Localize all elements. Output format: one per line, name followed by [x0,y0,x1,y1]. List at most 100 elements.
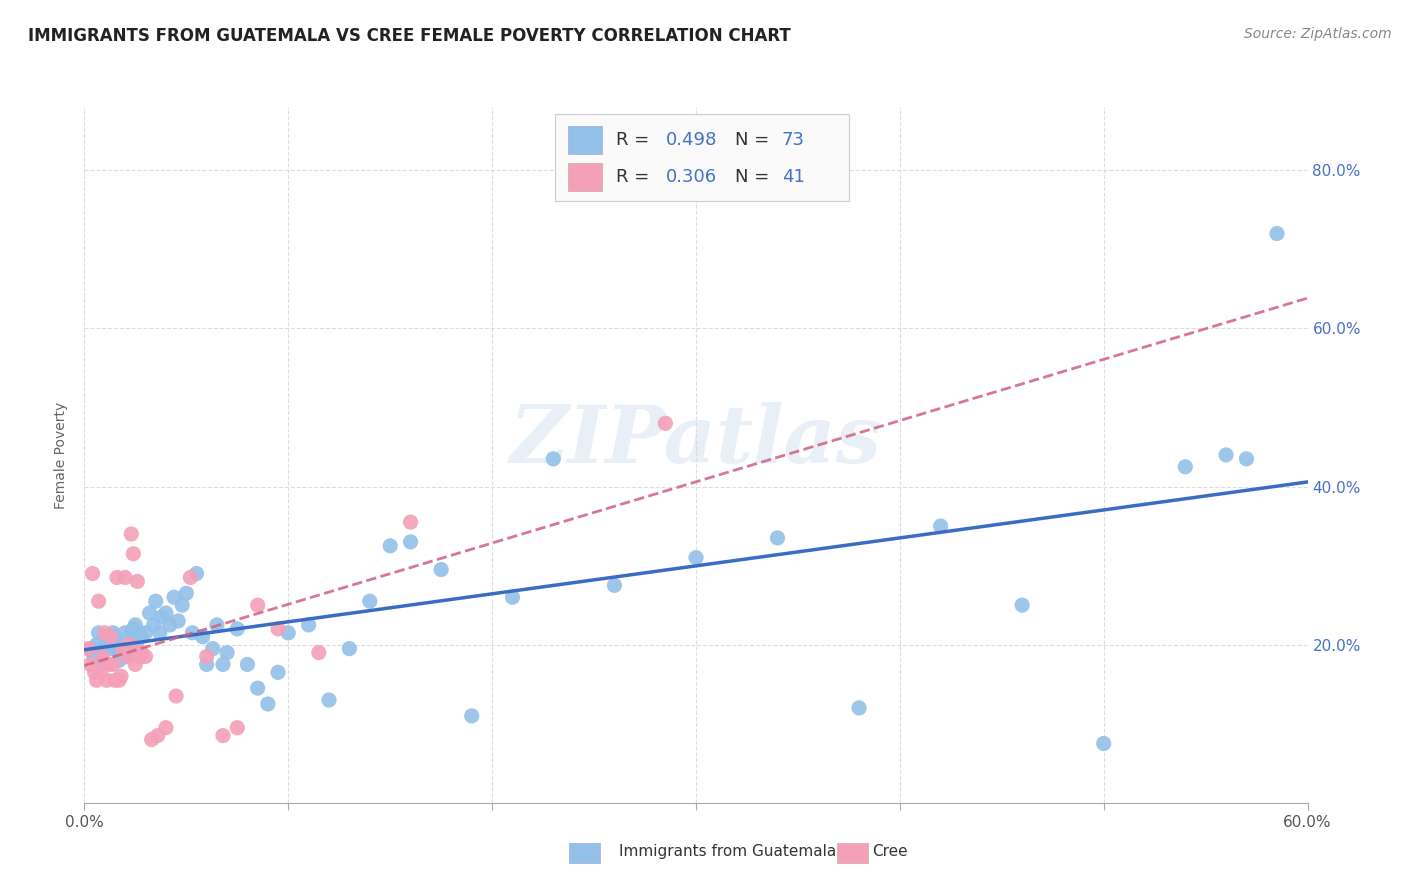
Point [766,531,789,545]
Point [195,649,218,664]
FancyBboxPatch shape [555,114,849,201]
Point [257,697,280,711]
Point [96,673,118,688]
Point [380,539,402,553]
Point [93,638,117,652]
Point [195,657,218,672]
Point [1011,598,1033,612]
Point [1092,737,1115,751]
Point [100,630,122,644]
Point [308,646,330,660]
Point [131,630,153,644]
Point [131,646,153,660]
Point [150,610,173,624]
Point [82,646,104,660]
Point [141,732,163,747]
Point [461,708,484,723]
Point [159,618,181,632]
Point [135,625,157,640]
Point [163,591,186,605]
Text: N =: N = [735,168,775,186]
Point [142,618,165,632]
Point [1265,227,1288,241]
Point [83,665,105,680]
Point [138,606,160,620]
Point [318,693,340,707]
Point [86,673,108,688]
Point [685,550,707,565]
Point [118,641,141,656]
Point [167,614,190,628]
Point [93,625,117,640]
Point [120,625,142,640]
Point [277,625,299,640]
Point [86,638,108,652]
Point [155,721,177,735]
Point [226,721,249,735]
Point [127,574,149,589]
FancyBboxPatch shape [568,162,602,191]
Point [122,547,145,561]
Point [83,649,105,664]
Point [172,598,194,612]
Point [118,638,141,652]
Point [82,566,104,581]
Point [115,649,138,664]
Point [205,618,228,632]
Text: 0.306: 0.306 [665,168,717,186]
Point [145,594,167,608]
Point [101,657,124,672]
Point [212,657,235,672]
Point [155,606,177,620]
Point [108,653,131,667]
Point [267,665,290,680]
Point [112,641,135,656]
FancyBboxPatch shape [568,126,602,153]
Y-axis label: Female Poverty: Female Poverty [55,401,69,508]
Point [165,689,187,703]
Point [105,641,128,656]
Point [96,630,118,644]
Text: Immigrants from Guatemala: Immigrants from Guatemala [619,845,837,859]
Point [100,641,122,656]
Point [226,622,249,636]
Text: IMMIGRANTS FROM GUATEMALA VS CREE FEMALE POVERTY CORRELATION CHART: IMMIGRANTS FROM GUATEMALA VS CREE FEMALE… [28,27,790,45]
Point [149,625,172,640]
Point [186,566,208,581]
Point [110,638,132,652]
Point [1215,448,1237,462]
Point [77,641,100,656]
Point [104,630,127,644]
Point [359,594,381,608]
Text: 41: 41 [782,168,804,186]
Point [246,681,269,695]
Point [115,649,138,664]
Point [97,633,120,648]
Text: N =: N = [735,131,775,149]
Text: Cree: Cree [872,845,907,859]
Point [201,641,224,656]
Point [181,625,204,640]
Point [105,570,128,584]
Point [191,630,214,644]
Point [120,527,142,541]
Point [122,622,145,636]
Point [929,519,952,533]
Point [91,646,114,660]
Point [79,657,101,672]
Point [399,515,422,529]
Point [217,646,239,660]
Point [79,641,101,656]
Point [97,657,120,672]
Point [267,622,290,636]
Point [176,586,198,600]
Text: Source: ZipAtlas.com: Source: ZipAtlas.com [1244,27,1392,41]
Point [543,451,565,466]
Point [128,625,150,640]
Text: R =: R = [616,168,655,186]
Point [90,657,112,672]
Text: 0.498: 0.498 [665,131,717,149]
Point [128,649,150,664]
Point [124,618,146,632]
Point [212,729,235,743]
